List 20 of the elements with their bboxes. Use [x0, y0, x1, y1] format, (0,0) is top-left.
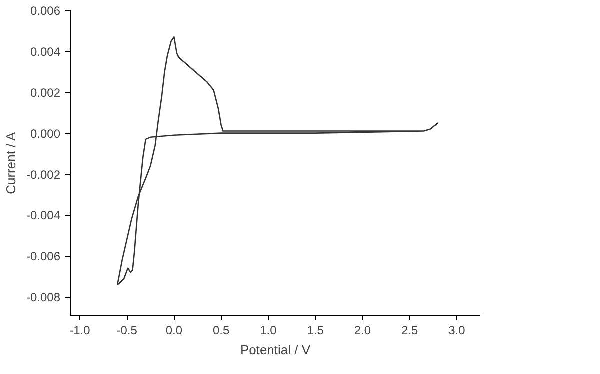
y-tick-label: -0.008: [26, 290, 61, 305]
x-tick-label: 2.5: [401, 324, 418, 338]
y-tick-label: -0.004: [26, 208, 61, 223]
y-axis-title: Current / A: [3, 132, 18, 194]
x-tick-label: -0.5: [116, 324, 138, 338]
line-series: [116, 36, 439, 286]
x-tick-label: 0.0: [166, 324, 183, 338]
y-tick-label: 0.006: [30, 4, 61, 18]
x-tick-label: 1.0: [260, 324, 278, 338]
x-tick-label: 1.5: [307, 324, 324, 338]
x-axis-title: Potential / V: [240, 342, 311, 358]
x-tick-label: 3.0: [448, 324, 466, 338]
y-tick-label: 0.000: [30, 126, 61, 141]
y-tick-label: -0.002: [26, 168, 61, 182]
x-tick-label: 2.0: [354, 324, 372, 338]
x-tick-label: 0.5: [212, 324, 230, 338]
y-tick-label: 0.002: [30, 86, 61, 100]
x-tick-label: -1.0: [70, 324, 91, 338]
y-tick-label: -0.006: [26, 250, 61, 264]
y-tick-label: 0.004: [30, 44, 61, 59]
